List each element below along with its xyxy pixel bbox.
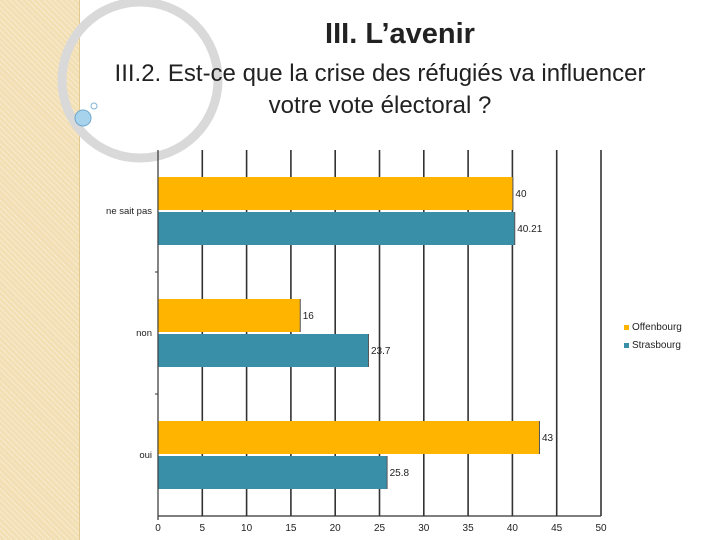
- data-label: 16: [303, 311, 315, 322]
- decorative-dot-small: [90, 102, 98, 110]
- data-label: 43: [542, 433, 554, 444]
- x-tick-label: 45: [551, 523, 563, 534]
- x-tick-label: 35: [463, 523, 475, 534]
- legend-swatch: [624, 343, 629, 348]
- x-tick-label: 10: [241, 523, 253, 534]
- slide-subtitle: III.2. Est-ce que la crise des réfugiés …: [60, 58, 700, 122]
- category-label: oui: [139, 450, 152, 461]
- data-label: 23.7: [371, 346, 391, 357]
- bar: [158, 334, 369, 367]
- bar: [158, 421, 540, 454]
- category-label: non: [136, 328, 152, 339]
- x-tick-label: 15: [285, 523, 297, 534]
- slide-subtitle-line-2: votre vote électoral ?: [268, 92, 492, 119]
- legend-label: Offenbourg: [632, 322, 682, 333]
- x-tick-label: 50: [595, 523, 607, 534]
- x-tick-label: 5: [200, 523, 206, 534]
- x-tick-label: 0: [155, 523, 161, 534]
- category-label: ne sait pas: [106, 206, 152, 217]
- decorative-circles: [57, 0, 223, 163]
- legend-label: Strasbourg: [632, 340, 681, 351]
- x-tick-label: 30: [418, 523, 430, 534]
- bar: [158, 212, 515, 245]
- x-tick-label: 20: [330, 523, 342, 534]
- decorative-ring: [57, 0, 223, 163]
- data-label: 40: [515, 189, 527, 200]
- bar: [158, 177, 513, 210]
- bar: [158, 456, 388, 489]
- slide-title: III. L’avenir: [325, 18, 475, 50]
- data-label: 40.21: [517, 224, 542, 235]
- x-tick-label: 25: [374, 523, 386, 534]
- bar: [158, 299, 301, 332]
- slide-subtitle-line-1: III.2. Est-ce que la crise des réfugiés …: [114, 60, 646, 87]
- x-tick-label: 40: [507, 523, 519, 534]
- legend-swatch: [624, 325, 629, 330]
- data-label: 25.8: [390, 468, 410, 479]
- decorative-dot-large: [74, 109, 92, 127]
